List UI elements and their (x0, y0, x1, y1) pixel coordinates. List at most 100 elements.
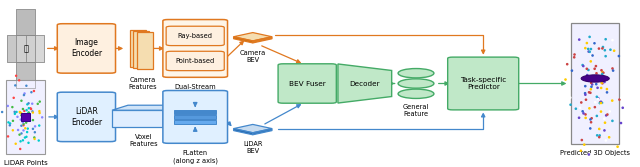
FancyBboxPatch shape (163, 20, 228, 77)
Point (3, 105, 13, 107)
Circle shape (398, 89, 434, 99)
Point (22, 109, 32, 112)
Point (20, 127, 30, 130)
Point (569, 56, 579, 59)
Point (24, 141, 34, 144)
Point (35, 112, 45, 114)
Point (16, 124, 26, 127)
Polygon shape (253, 129, 272, 135)
Point (24, 114, 34, 117)
FancyBboxPatch shape (134, 31, 150, 68)
Point (614, 55, 624, 57)
Polygon shape (338, 64, 392, 103)
Point (18, 121, 28, 124)
Point (585, 92, 595, 94)
Point (10, 111, 20, 113)
Point (592, 134, 602, 137)
Point (585, 127, 595, 130)
Point (593, 98, 603, 100)
Text: Image
Encoder: Image Encoder (71, 38, 102, 58)
Point (28, 110, 38, 113)
Point (15, 118, 26, 121)
Point (583, 69, 593, 71)
Polygon shape (174, 115, 216, 119)
Point (602, 88, 612, 90)
Point (16, 112, 26, 114)
Point (607, 99, 618, 102)
Point (16, 99, 26, 102)
Point (591, 72, 602, 75)
Point (19, 129, 29, 132)
Point (11, 142, 21, 145)
Point (21, 135, 31, 138)
Point (614, 98, 625, 101)
Point (586, 118, 596, 121)
Point (13, 129, 23, 131)
Point (17, 114, 27, 117)
Point (19, 92, 29, 95)
Point (594, 136, 604, 139)
Point (600, 55, 611, 57)
Point (7, 106, 17, 108)
Point (584, 36, 595, 38)
Point (579, 143, 589, 146)
FancyBboxPatch shape (58, 92, 115, 142)
Point (28, 111, 38, 114)
Point (19, 110, 29, 112)
FancyBboxPatch shape (129, 30, 146, 67)
Text: Dual-Stream
Transformation: Dual-Stream Transformation (170, 84, 220, 97)
Point (593, 97, 604, 100)
Point (18, 108, 28, 110)
Point (577, 139, 587, 141)
Point (602, 91, 612, 94)
FancyBboxPatch shape (278, 64, 337, 103)
Point (3, 121, 13, 124)
Polygon shape (253, 37, 272, 43)
Point (586, 54, 596, 57)
Point (566, 103, 576, 106)
Point (30, 125, 40, 128)
Point (28, 127, 38, 130)
Text: BEV Fuser: BEV Fuser (289, 80, 326, 87)
Point (15, 140, 26, 143)
Point (15, 111, 26, 114)
Point (15, 111, 25, 113)
Point (11, 74, 21, 77)
Point (580, 85, 591, 88)
Point (8, 119, 18, 122)
Point (608, 69, 618, 72)
Point (18, 117, 28, 119)
Point (605, 48, 616, 51)
Point (596, 102, 606, 104)
Point (584, 79, 594, 82)
Point (581, 98, 591, 101)
Text: General
Feature: General Feature (403, 104, 429, 117)
Point (586, 77, 596, 80)
Point (22, 127, 33, 130)
Text: Decoder: Decoder (349, 80, 380, 87)
FancyBboxPatch shape (21, 113, 30, 121)
Polygon shape (174, 110, 216, 114)
Point (597, 73, 607, 75)
Point (601, 114, 611, 117)
FancyBboxPatch shape (138, 32, 154, 69)
Point (17, 132, 27, 135)
Point (20, 136, 30, 139)
Point (24, 107, 34, 110)
Point (583, 48, 593, 50)
Point (582, 74, 593, 76)
Point (19, 123, 29, 125)
Point (598, 46, 608, 48)
Point (594, 47, 604, 50)
Point (585, 153, 595, 156)
Point (584, 107, 595, 110)
Point (616, 122, 626, 124)
Point (607, 39, 618, 42)
Point (33, 103, 43, 105)
Point (29, 138, 40, 140)
Text: Predicted 3D Objects: Predicted 3D Objects (560, 150, 630, 156)
Point (584, 50, 595, 53)
Point (26, 108, 36, 110)
Point (35, 110, 45, 112)
Point (8, 97, 19, 99)
